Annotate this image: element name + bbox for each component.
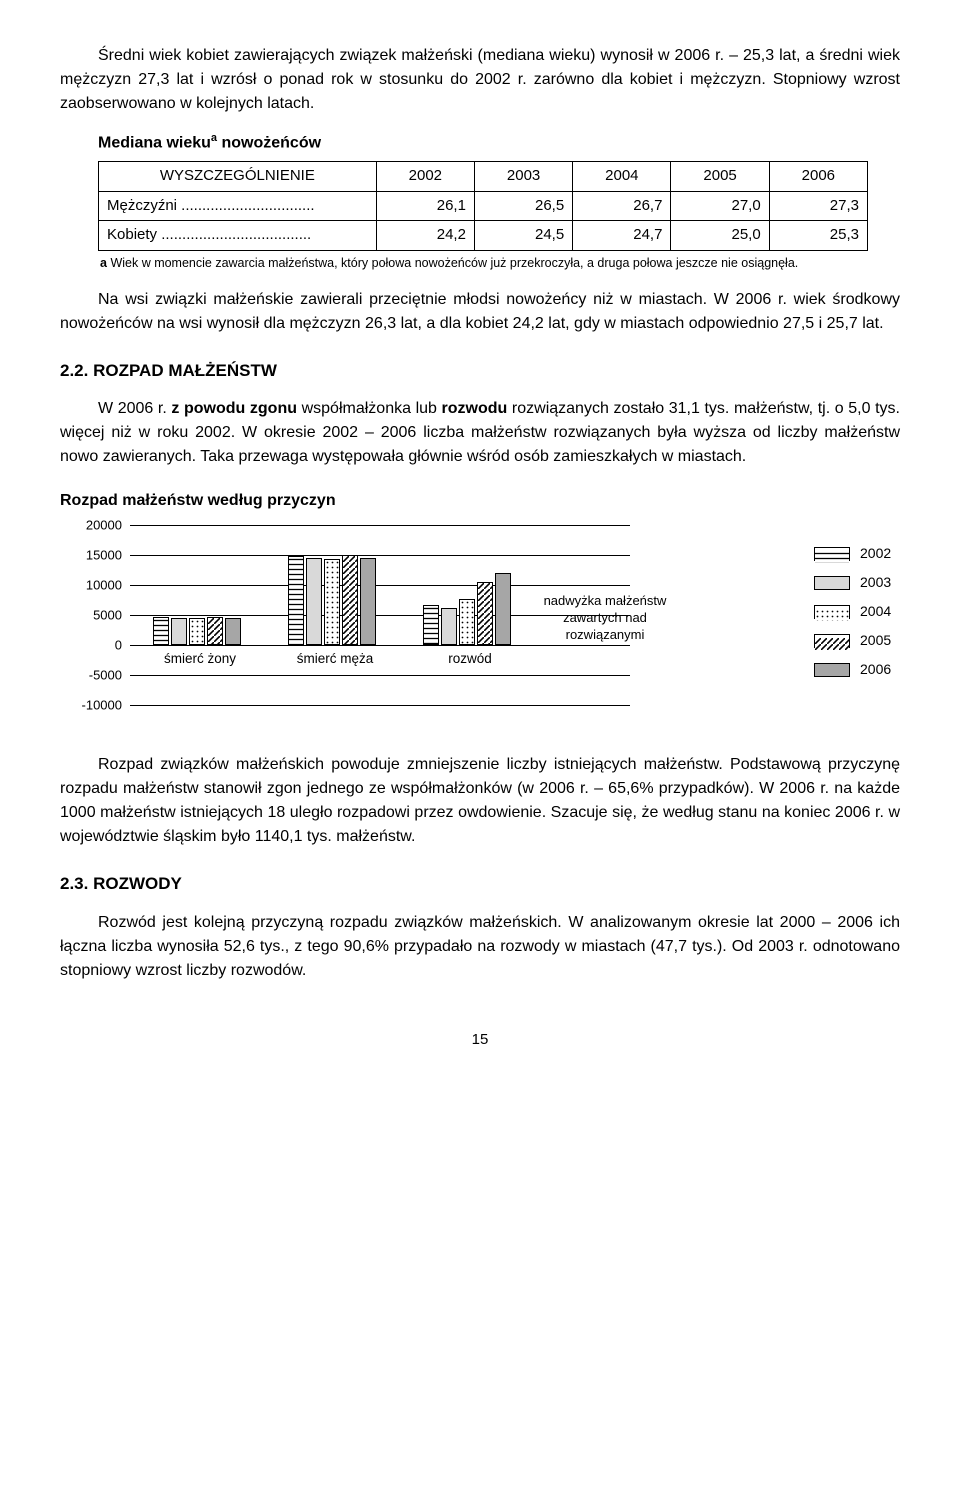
x-category-label: rozwód [415,649,525,669]
chart-bar [189,618,205,646]
legend-label: 2002 [860,543,891,564]
chart-bar [171,618,187,646]
chart-bar [495,573,511,645]
table-header-row: WYSZCZEGÓLNIENIE 2002 2003 2004 2005 200… [99,162,868,192]
chart-bar [207,617,223,645]
paragraph-4: Rozpad związków małżeńskich powoduje zmn… [60,753,900,849]
paragraph-1: Średni wiek kobiet zawierających związek… [60,44,900,116]
legend-label: 2003 [860,572,891,593]
chart-annotation: nadwyżka małżeństw zawartych nad rozwiąz… [530,593,680,644]
chart-bar [342,555,358,645]
legend-item: 2004 [814,601,910,622]
y-tick-label: 10000 [70,575,122,595]
legend-item: 2002 [814,543,910,564]
chart-bar [423,605,439,645]
cell: 24,7 [573,221,671,251]
cell: 27,3 [769,191,867,221]
col-year: 2006 [769,162,867,192]
row-label: Kobiety ................................… [99,221,377,251]
chart-bar [306,558,322,645]
table-title: Mediana wiekua nowożeńców [98,130,900,155]
chart-bar [153,617,169,645]
cell: 26,1 [376,191,474,221]
cell: 26,5 [474,191,572,221]
y-tick-label: -10000 [70,695,122,715]
row-label: Mężczyźni ..............................… [99,191,377,221]
chart-bar [459,599,475,645]
legend-label: 2005 [860,630,891,651]
y-tick-label: 5000 [70,605,122,625]
cell: 27,0 [671,191,769,221]
col-year: 2003 [474,162,572,192]
chart-bar [360,558,376,645]
legend-item: 2005 [814,630,910,651]
chart-title: Rozpad małżeństw według przyczyn [60,489,900,513]
cell: 25,3 [769,221,867,251]
page-number: 15 [60,1029,900,1052]
table-footnote: a Wiek w momencie zawarcia małżeństwa, k… [100,255,860,272]
cell: 26,7 [573,191,671,221]
table-row: Kobiety ................................… [99,221,868,251]
chart-bar [477,582,493,645]
cell: 25,0 [671,221,769,251]
y-tick-label: 15000 [70,545,122,565]
paragraph-3: W 2006 r. z powodu zgonu współmałżonka l… [60,397,900,469]
chart-legend: 2002 2003 2004 2005 2006 [814,543,910,688]
paragraph-2: Na wsi związki małżeńskie zawierali prze… [60,288,900,336]
cell: 24,5 [474,221,572,251]
legend-label: 2004 [860,601,891,622]
col-year: 2004 [573,162,671,192]
section-2-3-heading: 2.3. ROZWODY [60,871,900,897]
rozpad-chart: -10000-500005000100001500020000 śmierć ż… [70,525,910,735]
y-tick-label: -5000 [70,665,122,685]
x-category-label: śmierć żony [145,649,255,669]
y-tick-label: 0 [70,635,122,655]
legend-item: 2003 [814,572,910,593]
paragraph-5: Rozwód jest kolejną przyczyną rozpadu zw… [60,911,900,983]
mediana-table: WYSZCZEGÓLNIENIE 2002 2003 2004 2005 200… [98,161,868,251]
chart-bar [324,559,340,645]
chart-bar [441,608,457,645]
chart-bar [288,556,304,645]
col-year: 2002 [376,162,474,192]
col-year: 2005 [671,162,769,192]
section-2-2-heading: 2.2. ROZPAD MAŁŻEŃSTW [60,358,900,384]
legend-label: 2006 [860,659,891,680]
cell: 24,2 [376,221,474,251]
x-category-label: śmierć męża [280,649,390,669]
header-label: WYSZCZEGÓLNIENIE [99,162,377,192]
y-tick-label: 20000 [70,515,122,535]
legend-item: 2006 [814,659,910,680]
table-row: Mężczyźni ..............................… [99,191,868,221]
chart-bar [225,618,241,646]
